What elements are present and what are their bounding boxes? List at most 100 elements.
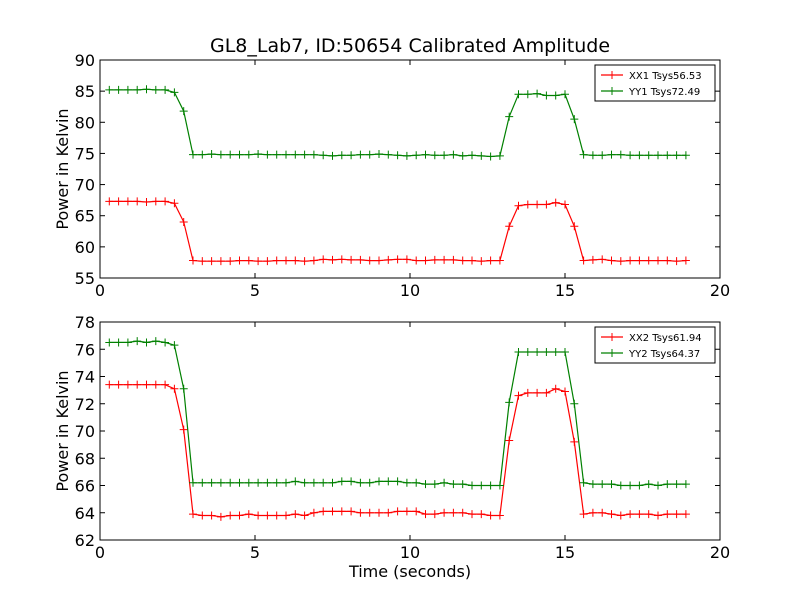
data-point: [328, 507, 337, 516]
data-point: [254, 511, 263, 520]
data-point: [337, 255, 346, 264]
data-point: [672, 257, 681, 266]
data-point: [216, 512, 225, 521]
data-point: [291, 510, 300, 519]
data-point: [291, 477, 300, 486]
data-point: [402, 478, 411, 487]
data-point: [235, 150, 244, 159]
data-point: [430, 480, 439, 489]
data-point: [458, 508, 467, 517]
y-tick-label: 90: [75, 51, 95, 70]
data-point: [505, 112, 514, 121]
data-point: [189, 256, 197, 265]
data-point: [635, 151, 644, 160]
data-point: [542, 91, 551, 100]
data-point: [337, 151, 346, 160]
data-point: [551, 384, 560, 393]
data-point: [561, 347, 569, 356]
data-point: [421, 150, 430, 159]
data-point: [616, 481, 625, 490]
data-point: [468, 481, 476, 490]
data-point: [347, 477, 356, 486]
data-point: [170, 88, 179, 97]
data-point: [514, 347, 523, 356]
data-point: [505, 398, 514, 407]
data-point: [486, 481, 495, 490]
data-point: [495, 481, 504, 490]
data-point: [486, 511, 495, 520]
data-point: [579, 510, 588, 519]
data-point: [635, 510, 644, 519]
y-axis-title: Power in Kelvin: [53, 370, 72, 491]
data-point: [449, 508, 458, 517]
data-point: [356, 255, 365, 264]
data-point: [114, 85, 123, 94]
legend-swatch-marker: [608, 333, 616, 341]
data-point: [644, 256, 653, 265]
data-point: [365, 508, 374, 517]
legend: XX1 Tsys56.53 YY1 Tsys72.49: [594, 64, 716, 102]
data-point: [328, 151, 337, 160]
data-point: [105, 380, 114, 389]
data-point: [393, 507, 402, 516]
data-point: [151, 85, 160, 94]
data-point: [282, 478, 290, 487]
data-point: [151, 380, 160, 389]
data-point: [179, 425, 188, 434]
y-tick-label: 65: [75, 207, 95, 226]
data-point: [244, 150, 253, 159]
y-tick-label: 64: [75, 504, 95, 523]
data-point: [412, 507, 421, 516]
data-point: [607, 256, 616, 265]
data-point: [226, 257, 235, 266]
data-point: [198, 511, 207, 520]
data-point: [542, 347, 551, 356]
data-point: [189, 150, 197, 159]
data-point: [477, 510, 486, 519]
x-tick-label: 15: [555, 281, 575, 300]
data-point: [402, 151, 411, 160]
data-point: [598, 151, 607, 160]
data-point: [384, 477, 393, 486]
data-point: [514, 391, 523, 400]
data-point: [282, 256, 290, 265]
data-point: [151, 337, 160, 346]
data-point: [300, 257, 309, 266]
data-point: [300, 478, 309, 487]
legend-swatch-marker: [608, 87, 616, 95]
data-point: [161, 380, 170, 389]
data-point: [347, 507, 356, 516]
data-point: [375, 477, 383, 486]
data-point: [495, 151, 504, 160]
data-point: [198, 478, 207, 487]
data-point: [384, 508, 393, 517]
data-point: [495, 511, 504, 520]
data-point: [347, 151, 356, 160]
data-point: [272, 478, 281, 487]
data-point: [207, 478, 216, 487]
data-point: [189, 510, 197, 519]
data-point: [300, 511, 309, 520]
data-point: [319, 151, 328, 160]
figure-title: GL8_Lab7, ID:50654 Calibrated Amplitude: [210, 35, 610, 57]
data-point: [533, 388, 542, 397]
data-point: [170, 384, 179, 393]
data-point: [207, 511, 216, 520]
data-point: [337, 477, 346, 486]
data-point: [216, 478, 225, 487]
data-point: [216, 150, 225, 159]
data-point: [449, 150, 458, 159]
data-point: [402, 507, 411, 516]
y-tick-label: 72: [75, 395, 95, 414]
data-point: [375, 150, 383, 159]
data-point: [337, 507, 346, 516]
series-0: [105, 197, 690, 266]
x-tick-label: 10: [400, 543, 420, 562]
data-point: [561, 90, 569, 99]
data-point: [523, 347, 532, 356]
data-point: [626, 510, 635, 519]
y-tick-label: 60: [75, 238, 95, 257]
data-point: [384, 255, 393, 264]
data-point: [198, 257, 207, 266]
data-point: [486, 152, 495, 161]
